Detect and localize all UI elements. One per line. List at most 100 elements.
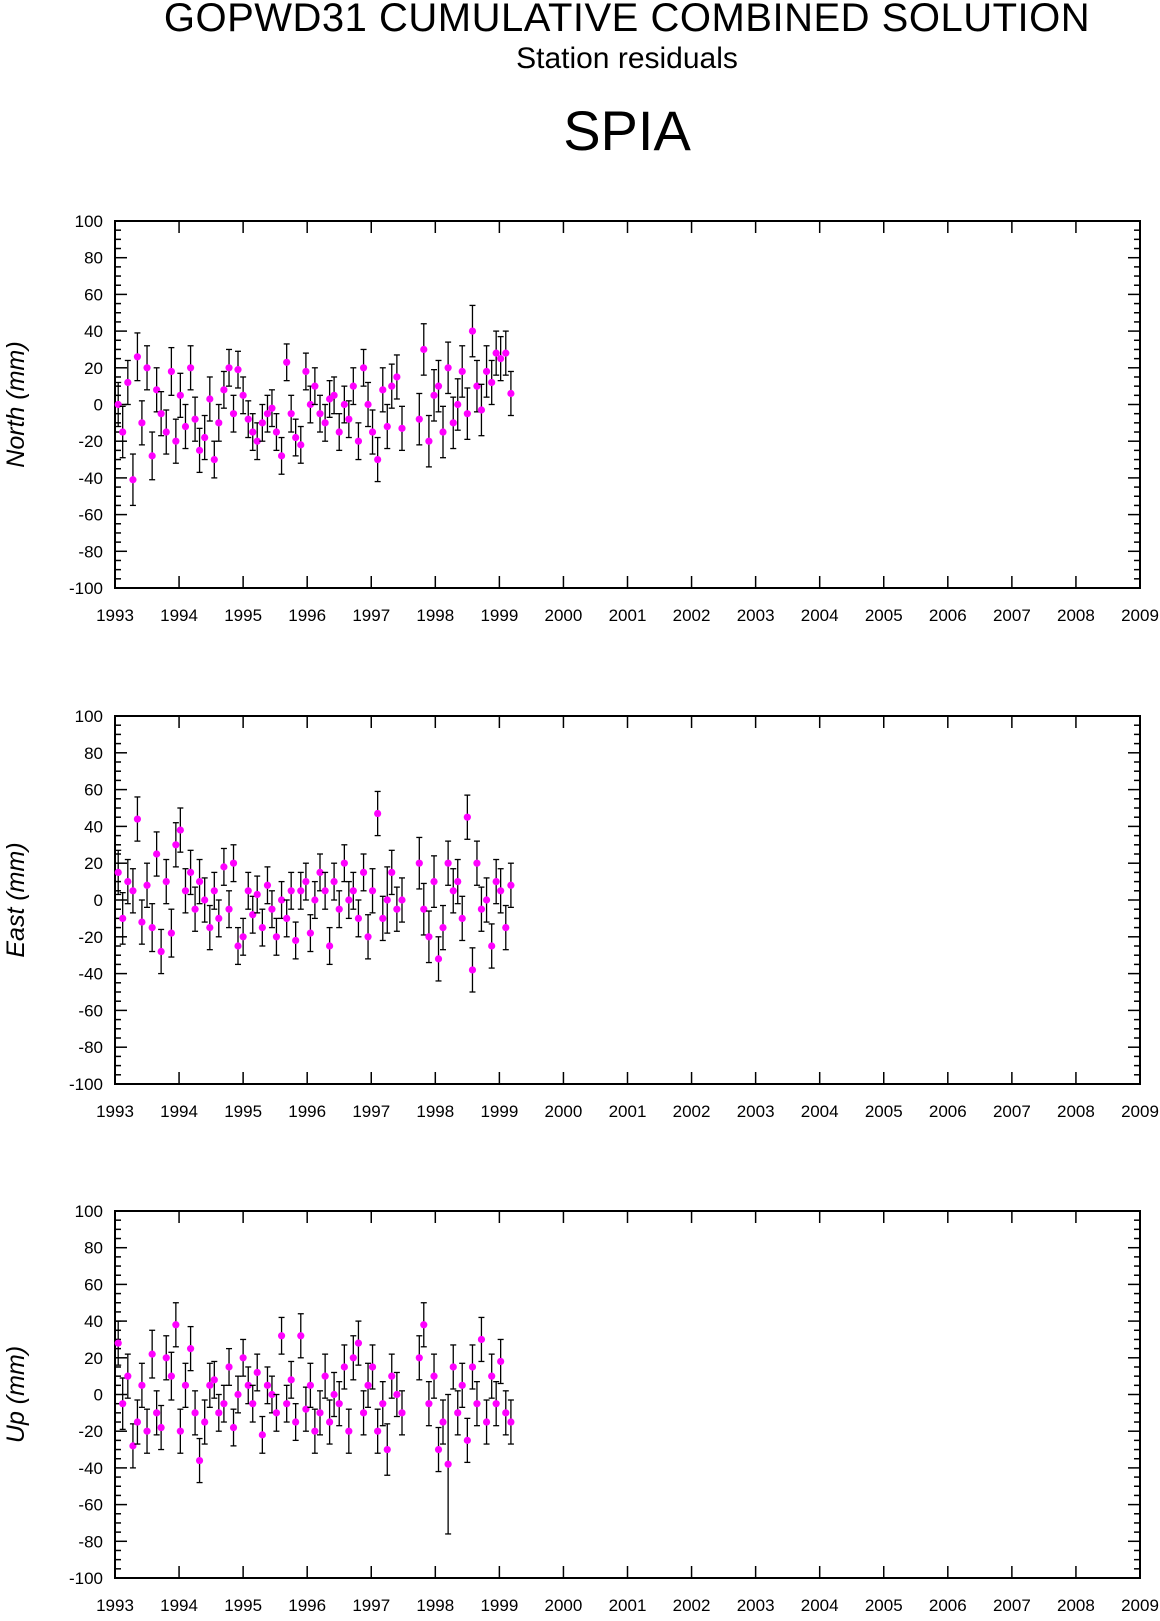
data-point xyxy=(195,1456,204,1465)
data-point xyxy=(359,1409,368,1417)
x-tick-label: 2009 xyxy=(1121,1596,1159,1615)
data-point xyxy=(239,391,247,399)
data-point xyxy=(143,364,151,372)
panel-3: 100 80 60 40 20 0 -20 -40 -60 -80 -100 1993 1994 1995… xyxy=(2,1202,1159,1615)
y-tick-label: 80 xyxy=(84,1239,103,1258)
data-point xyxy=(434,1445,443,1454)
data-point xyxy=(507,389,515,398)
data-point xyxy=(502,349,510,357)
data-point xyxy=(316,1409,324,1417)
data-point xyxy=(143,881,151,889)
data-point xyxy=(488,942,496,950)
y-tick-label: -20 xyxy=(78,1422,103,1441)
data-point xyxy=(253,890,261,899)
y-tick-label: 60 xyxy=(84,1275,103,1294)
x-tick-label: 2005 xyxy=(865,1596,903,1615)
data-point xyxy=(234,1390,242,1399)
x-tick-label: 1993 xyxy=(96,1596,134,1615)
station-name: SPIA xyxy=(563,99,691,162)
data-point xyxy=(434,382,443,390)
data-point xyxy=(444,859,452,867)
x-tick-label: 1997 xyxy=(352,1596,390,1615)
data-point xyxy=(330,1390,338,1399)
data-point xyxy=(306,400,314,409)
data-point xyxy=(383,422,391,431)
data-point xyxy=(458,367,466,376)
data-point xyxy=(398,1409,406,1417)
data-point xyxy=(330,878,338,886)
data-point xyxy=(153,386,161,394)
data-point xyxy=(133,1418,142,1426)
data-point xyxy=(345,415,353,423)
data-point xyxy=(488,1372,496,1380)
data-point xyxy=(297,887,305,895)
panel-2: 100 80 60 40 20 0 -20 -40 -60 -80 -100 1993 1994 1995… xyxy=(2,707,1159,1121)
y-tick-label: -100 xyxy=(69,1075,103,1094)
x-tick-label: 2001 xyxy=(609,606,647,625)
data-point xyxy=(379,914,387,923)
data-point xyxy=(449,419,457,427)
data-point xyxy=(311,382,319,390)
data-point xyxy=(133,353,142,361)
data-point xyxy=(287,410,295,418)
data-point xyxy=(162,1354,170,1362)
y-tick-label: -80 xyxy=(78,542,103,561)
data-point xyxy=(148,924,156,932)
data-point xyxy=(272,933,281,941)
data-point xyxy=(119,1400,127,1408)
data-point xyxy=(234,366,242,374)
data-point xyxy=(477,905,486,913)
x-tick-label: 1999 xyxy=(480,606,518,625)
data-point xyxy=(157,947,165,956)
data-point xyxy=(335,905,343,913)
data-point xyxy=(482,1418,491,1426)
data-point xyxy=(162,878,170,886)
y-tick-label: 80 xyxy=(84,744,103,763)
data-point xyxy=(176,826,184,834)
data-point xyxy=(277,452,286,460)
data-point xyxy=(425,933,433,941)
data-point xyxy=(349,887,357,895)
x-tick-label: 2002 xyxy=(673,1102,711,1121)
data-point xyxy=(388,382,396,390)
data-point xyxy=(473,382,481,390)
x-tick-label: 1994 xyxy=(160,1102,198,1121)
data-point xyxy=(468,327,477,335)
data-point xyxy=(458,914,466,923)
x-tick-label: 2007 xyxy=(993,1596,1031,1615)
x-tick-label: 2003 xyxy=(737,1596,775,1615)
chart-subtitle: Station residuals xyxy=(516,42,738,75)
x-tick-label: 2008 xyxy=(1057,606,1095,625)
data-point xyxy=(374,1427,382,1435)
plot-frame xyxy=(114,715,1141,1085)
data-point xyxy=(364,933,372,941)
data-point xyxy=(272,1409,281,1417)
x-tick-label: 1996 xyxy=(288,1596,326,1615)
data-point xyxy=(326,942,334,950)
data-point xyxy=(488,378,496,387)
data-point xyxy=(114,1339,122,1347)
y-tick-label: -60 xyxy=(78,1001,103,1020)
data-point xyxy=(225,1363,233,1371)
data-point xyxy=(167,1372,175,1380)
data-point xyxy=(473,859,481,867)
data-point xyxy=(330,391,338,399)
data-point xyxy=(458,1381,466,1389)
y-tick-label: 0 xyxy=(94,396,103,415)
data-point xyxy=(210,455,218,464)
data-point xyxy=(138,1381,146,1389)
data-point xyxy=(210,887,218,895)
data-point xyxy=(393,373,401,381)
y-tick-label: 20 xyxy=(84,359,103,378)
y-tick-label: 100 xyxy=(75,1202,103,1221)
data-point xyxy=(229,410,238,418)
data-point xyxy=(306,929,314,937)
data-point xyxy=(340,400,348,409)
data-point xyxy=(172,1321,180,1329)
data-point xyxy=(215,914,223,923)
data-point xyxy=(468,966,477,974)
data-point xyxy=(449,887,457,895)
data-point xyxy=(206,924,214,932)
data-point xyxy=(249,911,257,919)
